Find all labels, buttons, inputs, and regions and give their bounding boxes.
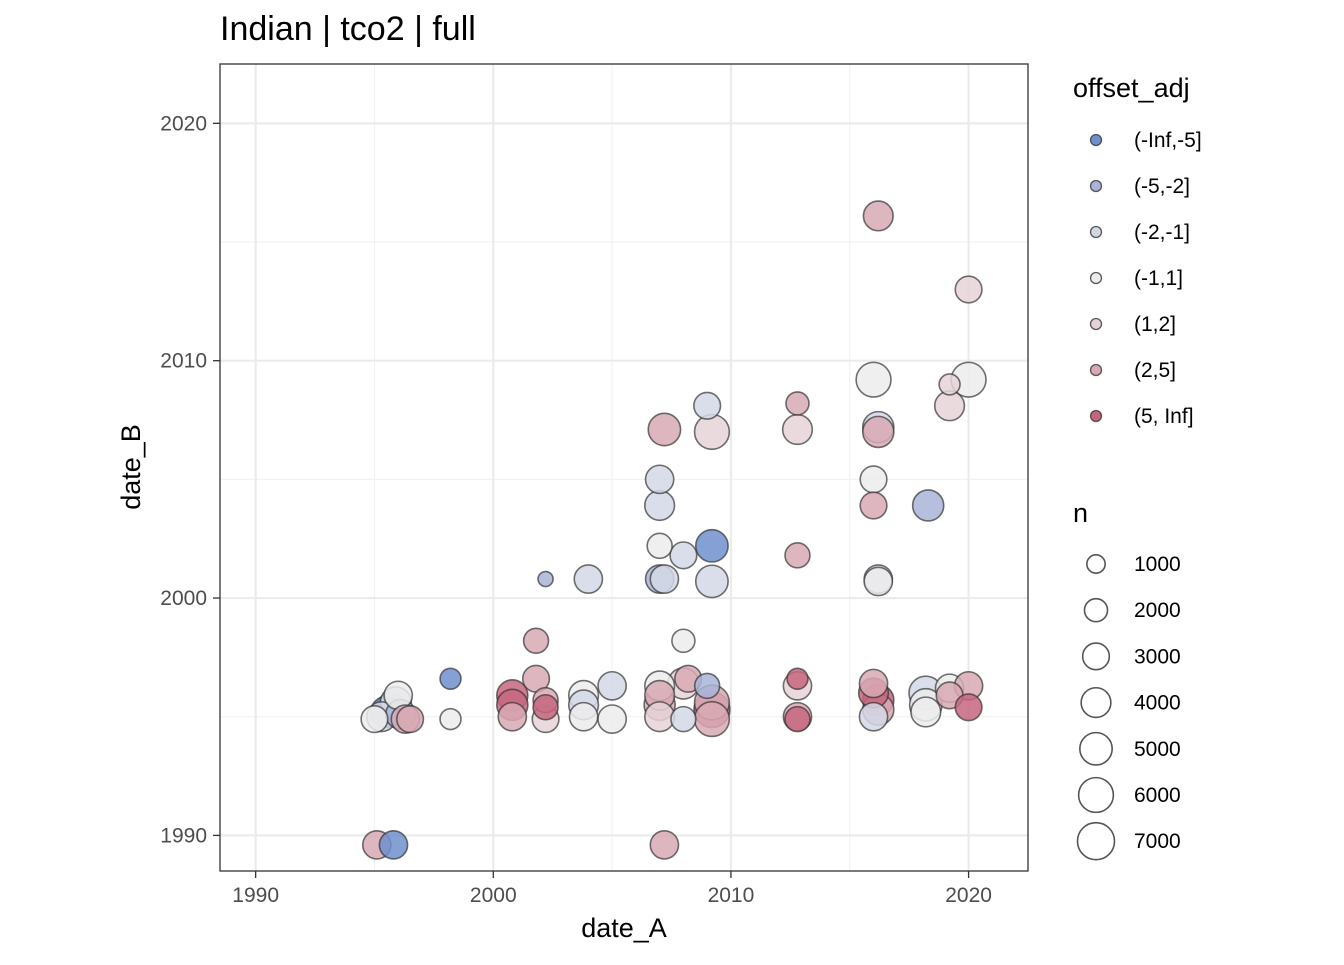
size-legend-key — [1077, 776, 1115, 814]
data-point — [786, 667, 809, 690]
data-point — [597, 670, 628, 701]
color-legend-label: (-2,-1] — [1134, 221, 1190, 244]
data-point — [784, 705, 811, 733]
size-legend: n 1000 2000 3000 4000 5000 6000 7000 — [1073, 498, 1181, 861]
data-point — [670, 705, 697, 733]
size-legend-key — [1079, 731, 1113, 766]
size-legend-key — [1081, 642, 1111, 671]
data-point — [694, 528, 729, 563]
size-legend-label: 6000 — [1134, 784, 1181, 807]
color-legend-label: (1,2] — [1134, 313, 1176, 336]
data-point — [863, 566, 894, 597]
data-point — [954, 275, 983, 304]
data-point — [784, 542, 811, 569]
size-legend-title: n — [1073, 498, 1088, 528]
y-tick-label: 2010 — [160, 350, 207, 373]
data-point — [693, 391, 722, 420]
color-legend: offset_adj (-Inf,-5] (-5,-2] (-2,-1] (-1,1]… — [1073, 73, 1202, 428]
size-legend-label: 5000 — [1134, 738, 1181, 761]
color-legend-label: (-Inf,-5] — [1134, 129, 1202, 152]
chart-title: Indian | tco2 | full — [220, 10, 476, 48]
y-tick-label: 1990 — [160, 824, 207, 847]
data-point — [671, 628, 696, 654]
size-legend-label: 3000 — [1134, 645, 1181, 668]
size-legend-label: 2000 — [1134, 599, 1181, 622]
data-point — [439, 667, 462, 690]
data-point — [439, 707, 462, 731]
data-point — [911, 489, 945, 522]
data-point — [859, 465, 888, 494]
color-legend-title: offset_adj — [1073, 73, 1190, 103]
data-point — [669, 541, 698, 570]
size-legend-key — [1083, 597, 1109, 623]
data-point — [938, 373, 961, 396]
data-point — [646, 532, 673, 560]
data-point — [497, 701, 528, 732]
color-legend-label: (-1,1] — [1134, 267, 1183, 290]
y-axis-title: date_B — [116, 424, 146, 510]
data-point — [862, 200, 894, 232]
data-point — [360, 704, 389, 734]
color-legend-label: (-5,-2] — [1134, 175, 1190, 198]
data-point — [781, 413, 814, 446]
data-point — [378, 829, 409, 860]
size-legend-label: 7000 — [1134, 830, 1181, 853]
plot-panel — [220, 64, 1028, 871]
color-legend-label: (2,5] — [1134, 359, 1176, 382]
data-point — [647, 412, 682, 447]
data-point — [649, 564, 680, 594]
x-tick-label: 1990 — [232, 884, 279, 907]
color-legend-key — [1089, 409, 1103, 423]
axes: 1990 2000 2010 2020 1990 2000 2010 2020 — [160, 112, 992, 907]
x-tick-label: 2020 — [945, 884, 992, 907]
data-point — [693, 700, 731, 738]
data-point — [693, 413, 731, 451]
data-point — [537, 570, 554, 588]
data-points — [360, 200, 987, 860]
data-point — [694, 564, 729, 599]
size-legend-label: 1000 — [1134, 553, 1181, 576]
grid-lines — [220, 64, 1028, 871]
color-legend-key — [1089, 179, 1103, 193]
data-point — [910, 696, 942, 728]
color-legend-key — [1089, 317, 1103, 331]
color-legend-key — [1089, 225, 1103, 239]
data-point — [573, 564, 604, 594]
data-point — [522, 627, 550, 655]
x-axis-title: date_A — [581, 913, 667, 943]
data-point — [532, 693, 559, 721]
size-legend-key — [1076, 821, 1116, 861]
y-tick-label: 2000 — [160, 587, 207, 610]
data-point — [649, 829, 680, 860]
data-point — [693, 672, 721, 700]
data-point — [644, 464, 675, 495]
size-legend-key — [1086, 554, 1106, 574]
data-point — [395, 704, 425, 734]
plot-border — [219, 63, 1029, 872]
data-point — [858, 701, 889, 732]
data-point — [568, 701, 599, 732]
data-point — [644, 701, 676, 733]
size-legend-label: 4000 — [1134, 692, 1181, 715]
data-point — [855, 361, 892, 398]
data-point — [861, 415, 895, 449]
data-point — [858, 668, 889, 699]
data-point — [597, 704, 628, 735]
data-point — [859, 491, 888, 520]
data-point — [954, 693, 983, 722]
size-legend-key — [1080, 686, 1112, 719]
data-point — [785, 391, 810, 416]
x-tick-label: 2000 — [470, 884, 517, 907]
data-point — [644, 489, 676, 522]
color-legend-key — [1089, 133, 1103, 147]
color-legend-key — [1089, 363, 1103, 377]
color-legend-key — [1089, 271, 1103, 285]
y-tick-label: 2020 — [160, 112, 207, 135]
x-tick-label: 2010 — [708, 884, 755, 907]
color-legend-label: (5, Inf] — [1134, 405, 1194, 428]
